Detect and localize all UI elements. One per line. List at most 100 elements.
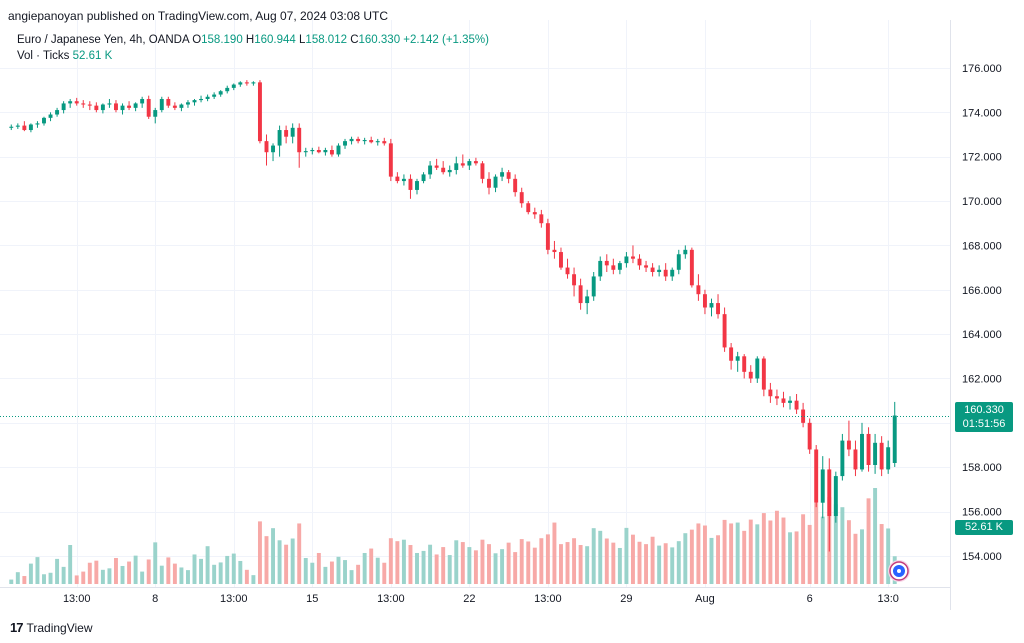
candle-body <box>637 258 642 266</box>
candle-body <box>356 138 361 142</box>
candle-body <box>120 105 125 111</box>
candle-body <box>428 165 433 175</box>
candle-body <box>827 469 832 517</box>
volume-bar <box>415 552 419 584</box>
tradingview-logo-icon[interactable]: 17 <box>10 620 24 635</box>
candle-body <box>611 265 616 270</box>
candle-body <box>742 356 747 372</box>
candle-body <box>886 447 891 470</box>
open-value: 158.190 <box>201 34 243 46</box>
volume-bar <box>879 524 884 584</box>
candle-body <box>559 252 563 268</box>
candle-body <box>192 100 197 103</box>
volume-bar <box>329 561 334 584</box>
x-tick-label: 13:00 <box>220 593 248 605</box>
candle-body <box>591 276 596 297</box>
volume-bar <box>172 563 177 584</box>
volume-bar <box>323 566 328 584</box>
candle-body <box>892 415 897 463</box>
volume-bar <box>244 569 249 584</box>
volume-bar <box>781 517 786 584</box>
candle-body <box>709 303 714 308</box>
candle-body <box>853 449 858 470</box>
candle-body <box>81 103 86 105</box>
candle-body <box>257 82 262 142</box>
time-axis[interactable]: 13:00 8 13:00 15 13:00 22 13:00 29 Aug 6 13:0 <box>63 593 899 605</box>
candle-body <box>329 150 334 155</box>
volume-bar <box>631 534 635 584</box>
volume-bar <box>87 562 92 584</box>
candle-body <box>153 110 158 117</box>
candle-body <box>807 422 812 450</box>
candle-body <box>94 105 99 111</box>
volume-bar <box>146 559 151 584</box>
x-tick-label: 13:00 <box>534 593 562 605</box>
candle-body <box>820 469 825 503</box>
ohlc-legend[interactable]: Euro / Japanese Yen, 4h, OANDA O158.190 … <box>17 34 489 46</box>
candle-body <box>42 117 46 124</box>
price-axis[interactable]: 176.000 174.000 172.000 170.000 168.000 166.0… <box>962 63 1002 563</box>
candle-body <box>290 127 295 137</box>
candle-body <box>231 84 236 88</box>
candle-body <box>238 82 243 85</box>
y-tick-label: 162.000 <box>962 373 1002 385</box>
candle-body <box>205 96 210 99</box>
volume-bar <box>199 558 204 584</box>
volume-bar <box>395 541 400 584</box>
y-tick-label: 174.000 <box>962 107 1002 119</box>
candle-body <box>846 440 851 450</box>
volume-bar <box>689 529 694 584</box>
candle-body <box>598 260 603 277</box>
volume-bar <box>153 542 158 584</box>
candle-body <box>284 130 289 137</box>
candle-body <box>218 91 223 95</box>
close-label: C <box>350 34 359 46</box>
candle-body <box>801 409 806 423</box>
volume-bar <box>500 549 505 584</box>
volume-bar <box>761 513 766 584</box>
candle-body <box>61 103 66 111</box>
volume-bar <box>42 574 46 584</box>
candle-body <box>87 104 92 106</box>
candle-body <box>382 141 387 144</box>
candle-body <box>225 87 230 92</box>
candle-body <box>617 263 622 270</box>
candle-body <box>212 94 217 97</box>
volume-bar <box>454 540 459 584</box>
volume-bar <box>107 568 112 584</box>
volume-bar <box>15 572 20 584</box>
y-tick-label: 170.000 <box>962 196 1002 208</box>
volume-label[interactable]: Vol · Ticks <box>17 50 70 62</box>
candle-body <box>434 165 439 168</box>
volume-bar <box>768 520 773 584</box>
volume-bar <box>55 558 60 584</box>
candle-body <box>369 140 374 143</box>
volume-bar <box>257 521 262 584</box>
candle-body <box>395 176 400 182</box>
volume-bar <box>133 555 138 584</box>
volume-bar <box>251 575 256 584</box>
candle-body <box>454 163 459 170</box>
volume-bar <box>114 558 118 584</box>
volume-bar <box>565 542 570 584</box>
tradingview-footer[interactable]: 17 TradingView <box>10 620 93 635</box>
volume-bar <box>814 503 819 584</box>
close-value: 160.330 <box>358 34 401 46</box>
candle-body <box>473 161 478 164</box>
candle-body <box>251 82 256 84</box>
chart-settings-icon[interactable] <box>888 560 910 582</box>
candle-body <box>310 150 315 152</box>
volume-legend[interactable]: Vol · Ticks 52.61 K <box>17 50 112 62</box>
volume-bar <box>513 552 518 584</box>
candle-body <box>657 269 662 273</box>
volume-bar <box>186 570 190 584</box>
symbol-title[interactable]: Euro / Japanese Yen, 4h, OANDA <box>17 34 189 46</box>
candle-body <box>663 269 668 277</box>
candle-body <box>467 161 472 166</box>
tradingview-brand[interactable]: TradingView <box>26 620 93 635</box>
candle-body <box>388 143 393 177</box>
bar-countdown: 01:51:56 <box>962 418 1006 430</box>
x-tick-label: 22 <box>463 593 475 605</box>
volume-bar <box>886 528 891 584</box>
